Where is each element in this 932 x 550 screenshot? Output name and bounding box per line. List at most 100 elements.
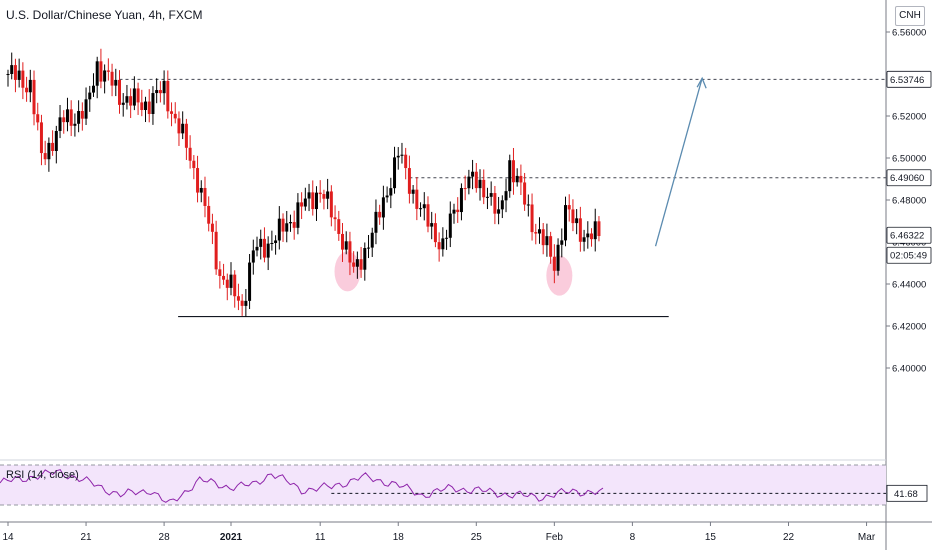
candle-body [445,237,449,239]
candle-body [437,242,441,250]
candle-body [597,221,601,237]
resistance-price-label-box [886,70,932,88]
time-tick-label: 11 [315,532,326,543]
time-tick-label: 18 [393,532,405,543]
currency-badge[interactable]: CNH [895,6,925,26]
countdown-label: 02:05:49 [890,251,927,262]
candle-body [515,175,519,183]
candle-body [400,154,404,156]
candle-body [467,176,471,189]
time-tick-label: 8 [630,532,636,543]
candle-body [341,233,344,250]
candle-body [10,65,14,74]
candle-body [523,182,527,205]
candle-body [348,241,352,263]
candle-body [240,300,244,306]
candle-body [99,61,103,82]
candle-body [355,259,359,267]
candle-body [203,187,207,206]
candle-body [567,205,571,210]
candle-body [214,231,218,270]
candle-body [151,93,155,114]
candle-body [196,168,200,193]
candle-body [593,221,597,240]
candle-body [73,123,77,126]
candle-body [43,153,47,160]
price-tick-label: 6.42000 [892,322,926,333]
candle-body [6,74,10,75]
projection-arrow-line [654,78,703,247]
candle-body [493,193,497,214]
candle-body [526,204,530,206]
candle-body [155,90,159,94]
candle-body [136,88,140,103]
candle-body [482,179,486,198]
candle-body [173,113,177,119]
rsi-band [0,465,886,505]
time-tick-label: Feb [546,532,564,543]
candle-body [103,70,107,82]
time-tick-label: 14 [2,532,14,543]
candle-body [65,109,69,123]
countdown-label-box [886,246,932,264]
candle-body [411,189,415,194]
time-tick-label: 22 [783,532,795,543]
candle-body [478,179,482,189]
candle-body [433,223,437,243]
price-tick-label: 6.44000 [892,280,926,291]
candle-body [352,262,356,267]
candle-body [426,204,430,227]
rsi-line [0,469,604,503]
candle-body [162,80,166,94]
candle-body [277,218,281,241]
candle-body [181,123,185,134]
candle-body [452,209,456,214]
candle-body [229,274,233,288]
candle-body [144,101,148,111]
candle-body [251,250,255,263]
candle-body [314,192,318,210]
projection-arrow-head [696,76,707,89]
candle-body [262,238,266,258]
candle-body [359,259,363,270]
price-tick-label: 6.40000 [892,364,926,375]
time-tick-label: 25 [471,532,483,543]
candle-body [396,155,400,158]
candle-body [285,223,289,232]
candle-body [106,70,110,72]
candle-body [255,246,259,251]
candle-body [114,79,118,86]
time-tick-label: 15 [705,532,717,543]
candle-body [519,175,523,183]
candle-body [552,256,556,271]
candle-body [184,123,188,148]
candle-body [36,114,40,123]
candle-body [147,101,151,114]
candle-body [500,200,504,210]
candle-body [318,192,322,195]
candle-body [244,300,248,306]
last-price-label: 6.46322 [890,231,924,242]
candle-body [125,96,129,103]
candle-body [441,238,445,250]
candle-body [84,99,88,119]
candle-body [199,187,203,193]
candle-body [110,71,114,86]
candle-body [311,192,315,210]
candle-body [381,197,385,218]
candle-body [233,274,237,297]
candle-body [259,238,263,247]
candle-body [118,79,121,105]
candle-body [370,232,374,248]
candle-body [560,240,564,245]
candle-body [248,262,252,301]
candle-body [385,195,389,198]
candle-body [270,242,274,244]
candle-body [166,80,170,112]
candle-body [556,244,560,271]
candle-body [158,90,162,94]
candle-body [28,79,32,93]
candle-body [415,189,419,209]
candle-body [374,211,378,233]
